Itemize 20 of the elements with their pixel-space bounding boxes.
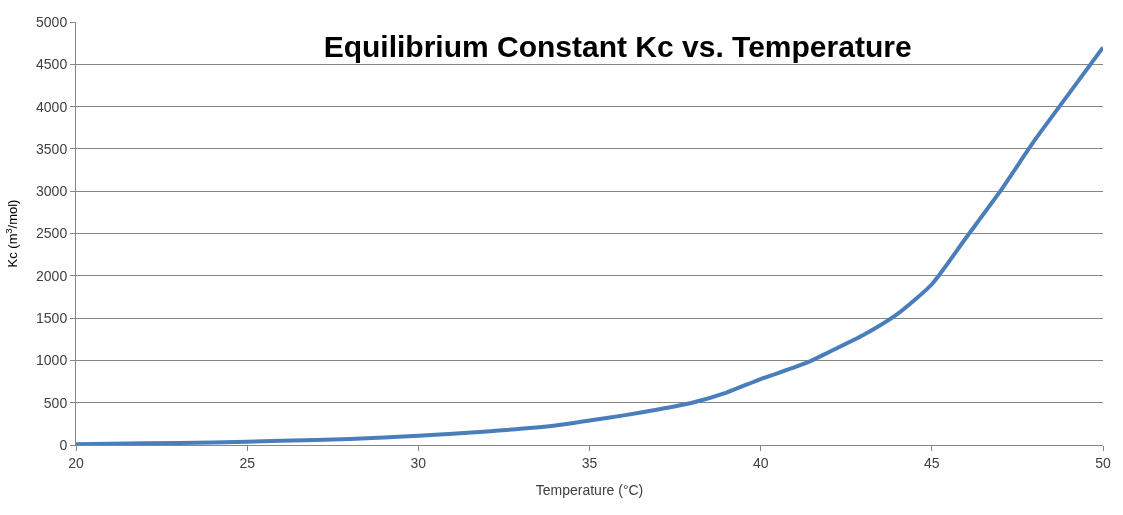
y-tick-label: 2000	[36, 267, 68, 284]
x-axis-title: Temperature (°C)	[535, 482, 644, 499]
x-tick-label: 50	[1095, 454, 1111, 471]
x-tick-label: 20	[68, 454, 84, 471]
x-tick-label: 40	[752, 454, 769, 471]
y-tick-label: 5000	[36, 13, 68, 30]
x-tick-label: 25	[239, 454, 256, 471]
chart-title: Equilibrium Constant Kc vs. Temperature	[323, 30, 912, 64]
y-tick-label: 3500	[36, 140, 68, 157]
y-tick-label: 1500	[36, 310, 68, 326]
y-tick-label: 4000	[36, 98, 68, 115]
y-tick-label: 500	[43, 394, 68, 411]
y-tick-label: 4500	[36, 56, 68, 73]
y-tick-label: 3000	[36, 183, 68, 200]
x-tick-label: 30	[410, 454, 427, 471]
y-tick-label: 1000	[36, 352, 68, 369]
x-tick-label: 35	[581, 454, 598, 471]
y-tick-label: 0	[59, 436, 68, 453]
y-tick-label: 2500	[36, 225, 68, 242]
x-tick-label: 45	[924, 454, 940, 471]
